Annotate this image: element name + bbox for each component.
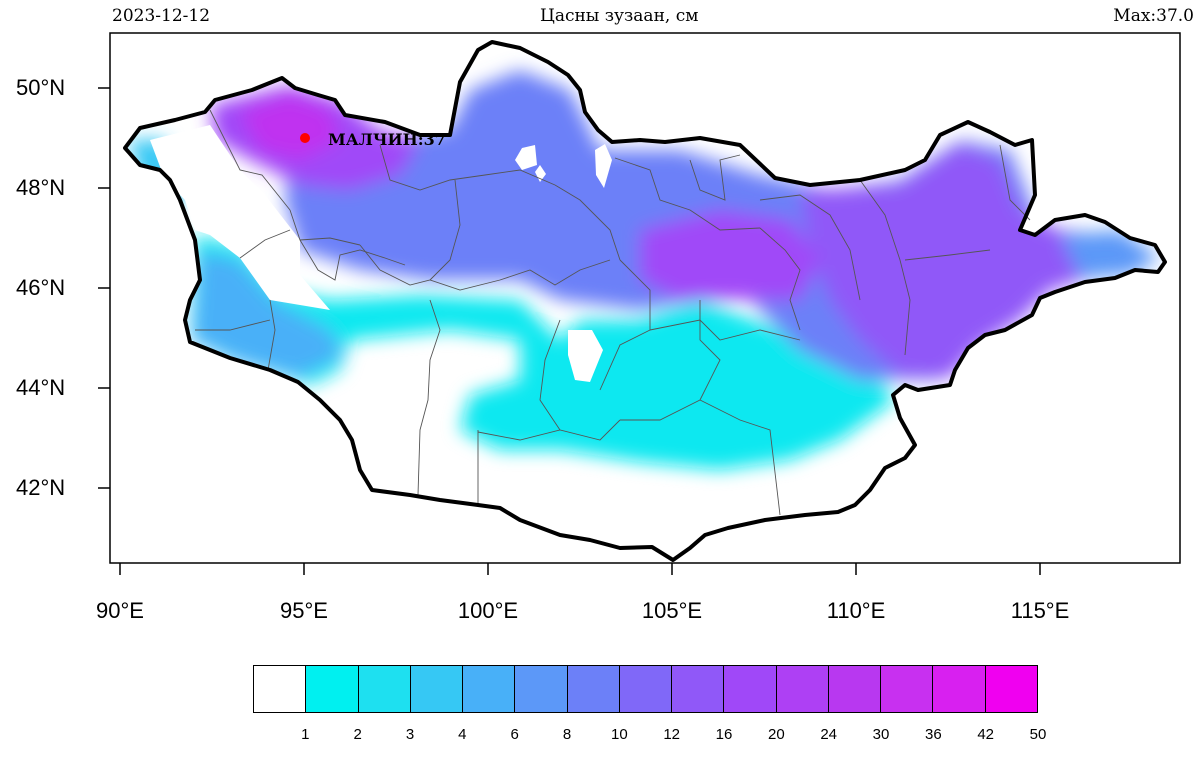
country-border (123, 40, 1167, 562)
colorbar-segment (463, 666, 516, 712)
lon-label: 110°E (826, 598, 886, 623)
colorbar (253, 665, 1038, 713)
colorbar-label: 24 (820, 726, 837, 743)
station-marker (300, 133, 310, 143)
axis-ticks (98, 87, 1041, 575)
colorbar-label: 3 (405, 726, 415, 743)
max-value-label: Max:37.0 (1113, 6, 1194, 26)
colorbar-segment (567, 666, 620, 712)
colorbar-segment (724, 666, 777, 712)
province-borders (195, 109, 1031, 516)
colorbar-label: 1 (301, 726, 310, 743)
colorbar-segment (933, 666, 986, 712)
colorbar-label: 10 (610, 726, 628, 743)
colorbar-label: 30 (872, 726, 890, 743)
colorbar-segment (358, 666, 411, 712)
colorbar-label: 42 (977, 726, 994, 743)
colorbar-segment (306, 666, 359, 712)
colorbar-label: 16 (715, 726, 733, 743)
colorbar-label: 2 (353, 726, 362, 743)
colorbar-segment (410, 666, 464, 712)
colorbar-label: 8 (562, 726, 572, 743)
map-title: Цасны зузаан, см (540, 6, 699, 26)
colorbar-label: 50 (1029, 726, 1047, 743)
lat-label: 44°N (16, 375, 66, 400)
lon-label: 90°E (96, 598, 144, 623)
lon-label: 95°E (280, 598, 328, 623)
map-date: 2023-12-12 (112, 6, 211, 26)
colorbar-segment (515, 666, 568, 712)
colorbar-segment (776, 666, 829, 712)
colorbar-segment (828, 666, 882, 712)
colorbar-label: 20 (767, 726, 785, 743)
colorbar-segment (254, 666, 307, 712)
colorbar-segment (985, 666, 1037, 712)
lat-label: 46°N (16, 275, 66, 300)
colorbar-label: 6 (510, 726, 519, 743)
lat-label: 48°N (16, 175, 66, 200)
colorbar-label: 36 (924, 726, 942, 743)
colorbar-segment (881, 666, 934, 712)
colorbar-label: 4 (458, 726, 467, 743)
lon-label: 115°E (1010, 598, 1070, 623)
lat-label: 50°N (16, 75, 66, 100)
colorbar-segment (672, 666, 725, 712)
lat-label: 42°N (16, 475, 66, 500)
station-label: МАЛЧИН:37 (328, 130, 446, 149)
colorbar-segment (619, 666, 673, 712)
lon-label: 100°E (457, 598, 519, 623)
colorbar-label: 12 (663, 726, 680, 743)
lon-label: 105°E (641, 598, 703, 623)
